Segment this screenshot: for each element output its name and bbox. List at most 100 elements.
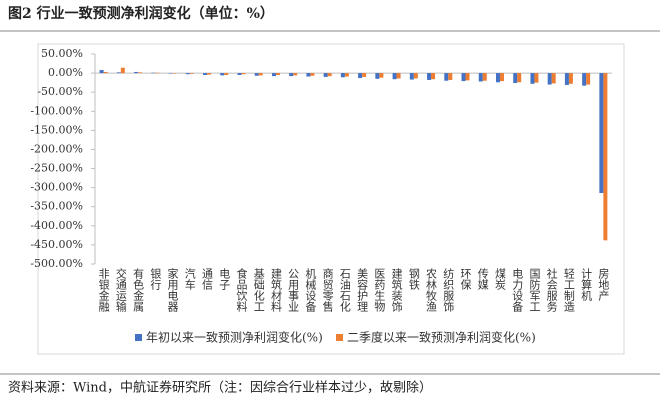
y-tick-label: -300.00% (30, 181, 83, 194)
bar (499, 73, 504, 82)
bar (224, 73, 229, 75)
bar (134, 71, 139, 74)
bar (207, 73, 212, 75)
bar (582, 73, 587, 86)
bar (168, 73, 173, 74)
x-tick-label: 轻工制造 (562, 267, 575, 312)
x-tick-label: 美容护理 (356, 268, 369, 312)
y-tick-label: -400.00% (30, 219, 83, 232)
y-tick-label: -50.00% (37, 85, 83, 98)
bar (478, 73, 483, 82)
x-tick-label: 农林牧渔 (425, 267, 438, 313)
bar (547, 73, 552, 85)
x-tick-label: 汽车 (183, 267, 196, 291)
bar (444, 73, 449, 81)
x-tick-label: 电力设备 (511, 268, 524, 313)
bar (275, 73, 280, 75)
bar (568, 73, 573, 84)
x-tick-label: 通信 (201, 268, 214, 291)
bar (203, 73, 208, 75)
x-tick-label: 交通运输 (114, 267, 127, 313)
bar (151, 72, 156, 74)
x-tick-label: 建筑材料 (269, 267, 282, 313)
bar (396, 73, 401, 79)
x-tick-label: 医药生物 (373, 268, 386, 312)
x-tick-label: 银行 (149, 267, 162, 291)
legend-label: 年初以来一致预测净利润变化(%) (146, 330, 323, 345)
x-tick-label: 基础化工 (252, 268, 265, 312)
x-tick-label: 传媒 (476, 268, 489, 291)
bar (116, 72, 121, 74)
bar (409, 73, 414, 80)
chart-title: 图2 行业一致预测净利润变化（单位：%） (8, 5, 274, 22)
bar (517, 73, 522, 83)
y-tick-label: -500.00% (30, 257, 83, 270)
x-tick-label: 国防军工 (528, 268, 541, 312)
bar (289, 73, 294, 77)
x-tick-label: 计算机 (580, 268, 593, 301)
x-tick-label: 纺织服饰 (442, 267, 455, 312)
bar (358, 73, 363, 79)
bar (310, 73, 315, 76)
bar (103, 71, 108, 74)
bar (448, 73, 453, 80)
bar (564, 73, 569, 85)
x-tick-label: 社会服务 (545, 267, 558, 312)
legend-swatch (336, 334, 343, 341)
bar (362, 73, 367, 77)
x-tick-label: 钢铁 (407, 268, 420, 290)
bar (375, 73, 380, 79)
bar (185, 73, 190, 75)
legend-label: 二季度以来一致预测净利润变化(%) (347, 330, 536, 345)
y-tick-label: -150.00% (30, 123, 83, 136)
bar (482, 73, 487, 81)
bar (323, 73, 328, 77)
y-tick-label: -250.00% (30, 162, 83, 175)
y-tick-label: -200.00% (30, 142, 83, 155)
bar (413, 73, 418, 79)
x-tick-label: 家用电器 (166, 267, 179, 313)
bar (392, 73, 397, 80)
y-tick-label: 50.00% (41, 47, 83, 60)
x-tick-label: 商贸零售 (321, 267, 334, 313)
bar (254, 73, 259, 76)
y-tick-label: -450.00% (30, 238, 83, 251)
bar (344, 73, 349, 77)
bar (461, 73, 466, 82)
x-tick-label: 煤炭 (493, 268, 506, 291)
bar (534, 73, 539, 83)
bar (551, 73, 556, 84)
bar (340, 73, 345, 78)
bar (293, 73, 298, 76)
bar (189, 73, 194, 74)
x-tick-label: 建筑装饰 (390, 267, 403, 312)
bar (599, 73, 604, 193)
bar (155, 72, 160, 74)
bar (120, 67, 125, 74)
bar (99, 70, 104, 74)
bar (138, 72, 143, 74)
bar (306, 73, 311, 77)
y-tick-label: -100.00% (30, 104, 83, 117)
bar (220, 73, 225, 76)
x-tick-label: 电子 (218, 268, 231, 290)
chart-frame (37, 43, 625, 355)
x-tick-label: 机械设备 (304, 267, 317, 313)
x-tick-label: 房地产 (597, 268, 610, 302)
bar (586, 73, 591, 85)
x-tick-label: 石油石化 (338, 268, 351, 313)
x-tick-label: 有色金属 (132, 267, 145, 313)
legend-swatch (135, 334, 142, 341)
bar (495, 73, 500, 83)
bar (379, 73, 384, 78)
source-note: 资料来源：Wind，中航证券研究所（注：因综合行业样本过少，故剔除） (8, 380, 432, 396)
bar (237, 73, 242, 75)
x-tick-label: 环保 (459, 268, 472, 291)
y-tick-label: -350.00% (30, 200, 83, 213)
bar (271, 73, 276, 77)
bar (513, 73, 518, 84)
x-tick-label: 非银金融 (97, 268, 110, 313)
bar (327, 73, 332, 77)
bar (465, 73, 470, 81)
